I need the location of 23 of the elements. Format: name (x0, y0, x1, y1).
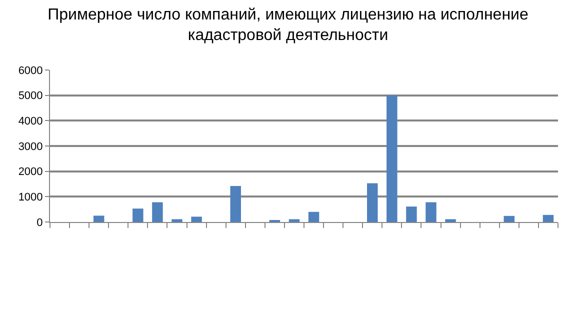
bar (172, 219, 182, 222)
chart-title: Примерное число компаний, имеющих лицензию на исполнение кадастровой деятельности (48, 6, 528, 44)
bar (386, 95, 398, 222)
y-tick-label: 4000 (18, 116, 43, 128)
bar (132, 208, 144, 222)
bar (542, 214, 554, 222)
bar (406, 206, 417, 222)
y-tick-label: 0 (36, 216, 43, 229)
bar (93, 216, 104, 222)
bar (152, 202, 163, 222)
bar (367, 183, 378, 222)
bar (504, 216, 515, 222)
bar (191, 216, 202, 222)
y-tick-label: 3000 (18, 140, 43, 153)
y-tick-label: 1000 (18, 192, 43, 204)
bar (426, 202, 436, 222)
bar (288, 219, 300, 222)
bar (230, 186, 241, 222)
bar (445, 219, 456, 222)
y-tick-label: 6000 (18, 64, 43, 77)
bar (308, 212, 320, 222)
y-tick-label: 2000 (18, 166, 43, 178)
y-tick-label: 5000 (18, 90, 43, 102)
